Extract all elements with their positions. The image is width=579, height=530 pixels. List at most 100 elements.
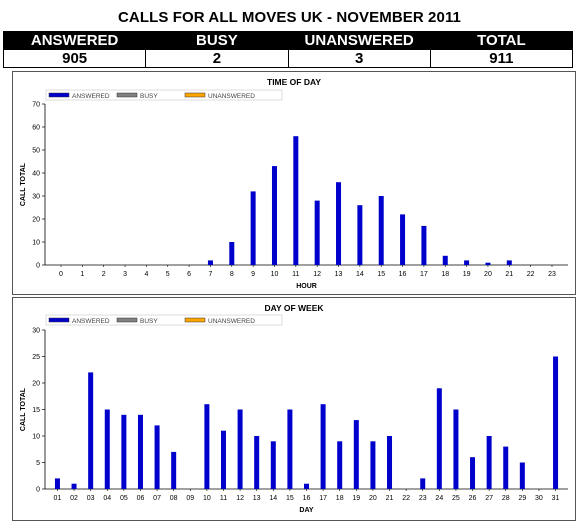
x-tick-label: 08 — [170, 495, 178, 502]
legend-label-unanswered: UNANSWERED — [208, 93, 255, 100]
summary-header-row: ANSWERED BUSY UNANSWERED TOTAL — [2, 31, 574, 50]
x-tick-label: 12 — [236, 495, 244, 502]
x-tick-label: 06 — [137, 495, 145, 502]
bar-answered — [336, 182, 342, 265]
bar-answered — [470, 457, 476, 489]
x-tick-label: 17 — [420, 271, 428, 278]
bar-answered — [357, 205, 363, 265]
x-tick-label: 19 — [352, 495, 360, 502]
summary-value-answered: 905 — [2, 49, 147, 68]
summary-value-total: 911 — [429, 49, 574, 68]
x-tick-label: 22 — [527, 271, 535, 278]
x-tick-label: 23 — [548, 271, 556, 278]
summary-table: ANSWERED BUSY UNANSWERED TOTAL 905 2 3 9… — [2, 31, 574, 68]
bar-answered — [54, 478, 60, 489]
time-of-day-panel: TIME OF DAY ANSWERED BUSY UNANSWERED CALL TO… — [12, 71, 576, 295]
x-tick-label: 2 — [102, 271, 106, 278]
bar-answered — [506, 260, 512, 265]
x-tick-label: 8 — [230, 271, 234, 278]
bar-answered — [486, 436, 492, 489]
bar-answered — [519, 462, 525, 489]
x-tick-label: 15 — [286, 495, 294, 502]
bar-answered — [229, 242, 235, 265]
y-tick-label: 15 — [32, 407, 40, 414]
x-tick-label: 27 — [485, 495, 493, 502]
x-tick-label: 28 — [502, 495, 510, 502]
y-tick-label: 25 — [32, 354, 40, 361]
legend-box — [45, 314, 283, 326]
bar-answered — [137, 414, 143, 489]
bar-answered — [71, 483, 77, 489]
x-tick-label: 30 — [535, 495, 543, 502]
x-tick-label: 11 — [220, 495, 227, 502]
legend-label-busy: BUSY — [140, 318, 158, 325]
x-tick-label: 6 — [187, 271, 191, 278]
x-tick-label: 15 — [377, 271, 385, 278]
y-tick-label: 40 — [32, 171, 40, 178]
bar-answered — [220, 430, 226, 489]
time-of-day-chart: TIME OF DAY ANSWERED BUSY UNANSWERED CALL TO… — [20, 77, 568, 290]
x-tick-label: 16 — [303, 495, 311, 502]
chart-title: DAY OF WEEK — [264, 303, 324, 313]
legend-box — [45, 89, 283, 101]
x-tick-label: 03 — [87, 495, 95, 502]
y-tick-label: 30 — [32, 194, 40, 201]
x-tick-label: 05 — [120, 495, 128, 502]
summary-header-unanswered: UNANSWERED — [287, 31, 431, 50]
x-tick-label: 18 — [441, 271, 449, 278]
bar-answered — [104, 409, 110, 489]
bar-answered — [287, 409, 293, 489]
bar-answered — [436, 388, 442, 489]
bar-answered — [304, 483, 309, 489]
bar-answered — [442, 255, 448, 265]
x-tick-label: 25 — [452, 495, 460, 502]
x-tick-label: 09 — [186, 495, 194, 502]
bar-answered — [88, 372, 94, 489]
x-tick-label: 04 — [103, 495, 111, 502]
legend-swatch-answered — [48, 92, 70, 98]
x-tick-label: 0 — [59, 271, 63, 278]
x-tick-label: 20 — [484, 271, 492, 278]
x-tick-label: 19 — [463, 271, 471, 278]
x-tick-label: 3 — [123, 271, 127, 278]
bar-answered — [250, 191, 256, 265]
summary-value-row: 905 2 3 911 — [2, 49, 574, 68]
bar-answered — [270, 441, 276, 489]
bar-answered — [271, 166, 277, 265]
x-axis-label: DAY — [299, 507, 313, 514]
summary-header-total: TOTAL — [429, 31, 574, 50]
x-tick-label: 17 — [319, 495, 327, 502]
x-tick-label: 26 — [469, 495, 477, 502]
x-tick-label: 10 — [271, 271, 279, 278]
summary-header-answered: ANSWERED — [2, 31, 147, 50]
legend-swatch-answered — [48, 317, 70, 323]
y-tick-label: 0 — [36, 263, 40, 270]
bar-answered — [337, 441, 343, 489]
bar-answered — [237, 409, 243, 489]
y-tick-label: 60 — [32, 125, 40, 132]
bar-answered — [503, 446, 509, 489]
legend-label-answered: ANSWERED — [72, 93, 110, 100]
bar-answered — [553, 356, 559, 489]
summary-header-busy: BUSY — [145, 31, 289, 50]
x-tick-label: 02 — [70, 495, 78, 502]
y-tick-label: 70 — [32, 102, 40, 109]
x-tick-label: 01 — [54, 495, 62, 502]
bar-answered — [171, 451, 177, 489]
y-tick-label: 10 — [32, 240, 40, 247]
legend-swatch-busy — [116, 317, 138, 323]
x-tick-label: 07 — [153, 495, 161, 502]
x-tick-label: 16 — [399, 271, 407, 278]
bar-answered — [293, 136, 299, 265]
x-tick-label: 9 — [251, 271, 255, 278]
x-tick-label: 4 — [144, 271, 148, 278]
bar-answered — [464, 260, 470, 265]
bar-answered — [320, 404, 326, 489]
bar-answered — [353, 420, 359, 489]
bar-answered — [387, 436, 393, 489]
legend-label-answered: ANSWERED — [72, 318, 110, 325]
bar-answered — [154, 425, 160, 489]
x-tick-label: 29 — [518, 495, 526, 502]
x-tick-label: 23 — [419, 495, 427, 502]
x-tick-label: 20 — [369, 495, 377, 502]
